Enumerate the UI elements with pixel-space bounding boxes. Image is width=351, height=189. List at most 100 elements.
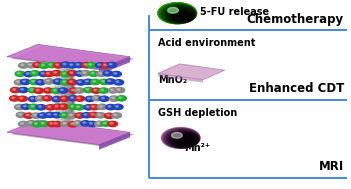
Circle shape	[76, 64, 79, 65]
Circle shape	[68, 104, 78, 109]
Circle shape	[82, 62, 92, 68]
Circle shape	[85, 96, 95, 101]
Circle shape	[105, 72, 108, 74]
Circle shape	[77, 97, 80, 99]
Circle shape	[115, 88, 125, 93]
Circle shape	[101, 121, 111, 126]
Circle shape	[30, 89, 33, 90]
Circle shape	[70, 64, 73, 65]
Circle shape	[84, 87, 93, 93]
Circle shape	[19, 121, 28, 127]
Circle shape	[87, 121, 97, 127]
Circle shape	[77, 89, 80, 91]
Circle shape	[83, 122, 86, 123]
Circle shape	[68, 63, 78, 68]
Circle shape	[99, 105, 102, 107]
Circle shape	[74, 63, 84, 68]
Circle shape	[60, 96, 69, 101]
Circle shape	[13, 89, 15, 90]
Circle shape	[51, 88, 61, 93]
Circle shape	[54, 98, 57, 99]
Circle shape	[166, 130, 199, 148]
Circle shape	[55, 80, 58, 82]
Circle shape	[112, 113, 121, 118]
Circle shape	[54, 72, 57, 73]
Circle shape	[115, 105, 118, 107]
Circle shape	[84, 114, 87, 115]
Circle shape	[161, 4, 196, 23]
Circle shape	[32, 81, 35, 82]
Circle shape	[58, 88, 68, 93]
Circle shape	[61, 105, 64, 107]
Circle shape	[86, 62, 96, 68]
Circle shape	[84, 64, 87, 65]
Circle shape	[171, 10, 194, 22]
Circle shape	[167, 7, 178, 13]
Circle shape	[36, 89, 39, 91]
Circle shape	[95, 113, 105, 118]
Circle shape	[60, 71, 70, 77]
Circle shape	[77, 72, 80, 74]
Circle shape	[24, 105, 26, 107]
Circle shape	[175, 12, 193, 22]
Circle shape	[106, 79, 115, 84]
Ellipse shape	[52, 64, 73, 125]
Ellipse shape	[61, 64, 74, 125]
Circle shape	[47, 121, 57, 127]
Circle shape	[93, 81, 96, 82]
Circle shape	[69, 114, 72, 116]
Circle shape	[163, 5, 196, 23]
Circle shape	[78, 81, 81, 83]
Circle shape	[21, 64, 24, 66]
Circle shape	[99, 88, 108, 93]
Circle shape	[60, 89, 63, 91]
Circle shape	[179, 137, 196, 146]
Circle shape	[91, 113, 94, 115]
Circle shape	[83, 79, 93, 84]
Circle shape	[21, 104, 31, 109]
Circle shape	[62, 73, 66, 74]
Text: Mn²⁺: Mn²⁺	[184, 143, 210, 153]
Circle shape	[62, 114, 65, 115]
Circle shape	[59, 104, 68, 109]
Circle shape	[172, 10, 193, 22]
Circle shape	[61, 121, 71, 127]
Circle shape	[83, 72, 86, 73]
Circle shape	[76, 80, 86, 85]
Circle shape	[16, 81, 19, 82]
Circle shape	[63, 122, 66, 124]
Circle shape	[92, 106, 95, 107]
Circle shape	[18, 87, 28, 93]
Circle shape	[52, 70, 61, 76]
Circle shape	[55, 105, 58, 107]
Circle shape	[26, 114, 29, 116]
Circle shape	[31, 113, 41, 118]
Circle shape	[111, 89, 113, 91]
Polygon shape	[7, 120, 130, 145]
Circle shape	[34, 88, 44, 93]
Circle shape	[44, 71, 54, 77]
Circle shape	[172, 133, 198, 147]
Circle shape	[54, 114, 57, 115]
Circle shape	[56, 64, 59, 66]
Circle shape	[11, 88, 20, 93]
Circle shape	[106, 105, 115, 110]
Circle shape	[54, 63, 64, 68]
Circle shape	[92, 88, 101, 93]
Circle shape	[71, 97, 73, 98]
Text: 5-FU release: 5-FU release	[200, 7, 269, 17]
Circle shape	[168, 131, 199, 148]
Circle shape	[15, 71, 25, 77]
Circle shape	[99, 79, 109, 84]
Circle shape	[173, 11, 193, 22]
Circle shape	[101, 80, 105, 82]
Polygon shape	[11, 122, 134, 146]
Circle shape	[173, 134, 197, 147]
Circle shape	[172, 10, 193, 22]
Circle shape	[174, 12, 193, 22]
Circle shape	[170, 9, 194, 22]
Circle shape	[28, 96, 38, 102]
Circle shape	[33, 62, 43, 68]
Circle shape	[116, 81, 119, 82]
Circle shape	[95, 63, 105, 68]
